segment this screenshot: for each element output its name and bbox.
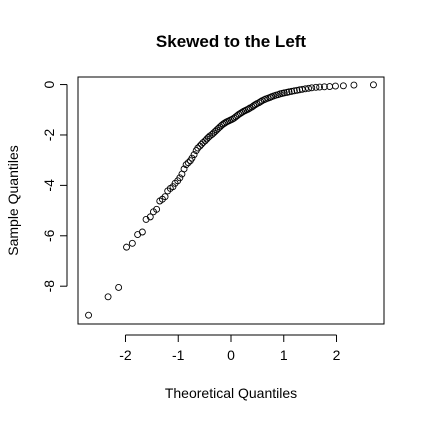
y-tick-label: -2 <box>41 129 57 142</box>
chart-title: Skewed to the Left <box>156 32 307 51</box>
data-point <box>153 205 161 213</box>
data-point <box>308 84 316 92</box>
data-point <box>161 193 169 201</box>
y-tick-label: -4 <box>41 179 57 192</box>
x-tick-label: 0 <box>227 347 235 363</box>
data-point <box>188 154 196 162</box>
data-point <box>123 243 130 251</box>
data-point <box>339 82 347 90</box>
x-axis-label: Theoretical Quantiles <box>165 385 297 401</box>
data-point <box>104 293 112 301</box>
x-axis: -2 -1 0 1 2 <box>119 334 341 363</box>
data-point <box>182 161 190 169</box>
plot-area-frame <box>77 76 385 325</box>
data-point <box>244 105 252 113</box>
data-point <box>369 81 377 89</box>
data-point <box>115 284 123 291</box>
data-point <box>332 82 339 90</box>
data-point <box>138 228 146 236</box>
x-tick-label: 2 <box>333 347 341 363</box>
data-points <box>85 81 377 319</box>
y-tick-label: -8 <box>41 280 57 293</box>
data-point <box>190 151 198 159</box>
data-point <box>290 87 298 95</box>
y-axis-label: Sample Quantiles <box>5 145 21 256</box>
data-point <box>176 174 184 182</box>
y-axis: 0 -2 -4 -6 -8 <box>41 80 68 293</box>
data-point <box>180 165 188 173</box>
data-point <box>251 101 259 109</box>
data-point <box>293 86 301 94</box>
data-point <box>288 87 296 95</box>
data-point <box>350 81 358 89</box>
data-point <box>305 84 313 92</box>
data-point <box>128 239 136 247</box>
data-point <box>312 83 320 91</box>
data-point <box>184 159 192 167</box>
data-point <box>285 88 293 96</box>
x-tick-label: -2 <box>119 347 132 363</box>
x-tick-label: -1 <box>172 347 185 363</box>
data-point <box>257 98 264 106</box>
data-point <box>198 140 205 148</box>
x-tick-label: 1 <box>280 347 288 363</box>
data-point <box>320 83 328 91</box>
data-point <box>199 139 207 146</box>
y-tick-label: 0 <box>41 80 57 88</box>
data-point <box>194 144 202 152</box>
y-tick-label: -6 <box>41 229 57 242</box>
data-point <box>301 85 309 93</box>
data-point <box>146 213 154 221</box>
data-point <box>316 83 324 91</box>
data-point <box>85 311 93 319</box>
data-point <box>280 89 288 97</box>
data-point <box>298 85 306 93</box>
